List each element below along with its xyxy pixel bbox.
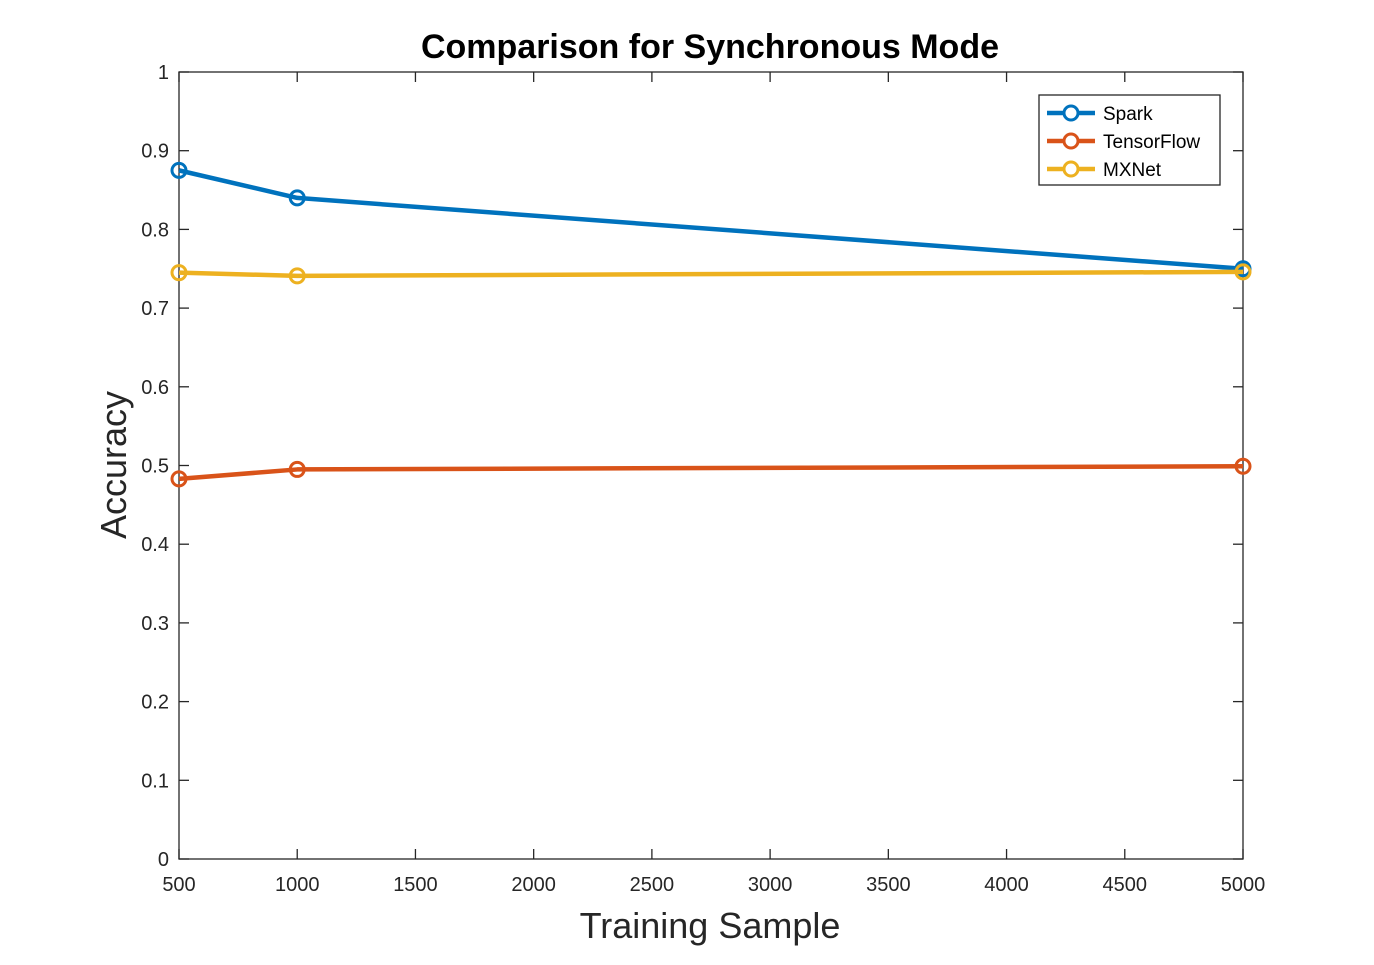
y-tick-label: 0.2 bbox=[141, 692, 169, 714]
y-tick-label: 0.6 bbox=[141, 377, 169, 399]
y-tick-label: 0.1 bbox=[141, 770, 169, 792]
data-point-tensorflow bbox=[1234, 457, 1252, 475]
chart-title: Comparison for Synchronous Mode bbox=[421, 28, 999, 66]
series-layer bbox=[170, 161, 1252, 488]
x-tick-label: 5000 bbox=[1221, 874, 1266, 896]
x-tick-label: 3000 bbox=[748, 874, 793, 896]
y-tick-label: 0.7 bbox=[141, 298, 169, 320]
legend: Spark TensorFlow MXNet bbox=[1038, 94, 1221, 186]
x-tick-label: 3500 bbox=[866, 874, 911, 896]
data-point-mxnet bbox=[288, 267, 306, 285]
y-tick-label: 1 bbox=[158, 62, 169, 84]
y-tick-label: 0.3 bbox=[141, 613, 169, 635]
x-tick-label: 2000 bbox=[511, 874, 556, 896]
legend-label: MXNet bbox=[1103, 160, 1162, 181]
data-point-mxnet bbox=[1234, 263, 1252, 281]
series-mxnet bbox=[170, 263, 1252, 285]
y-tick-label: 0.8 bbox=[141, 219, 169, 241]
series-line-spark bbox=[178, 168, 1244, 271]
x-tick-label: 4000 bbox=[984, 874, 1029, 896]
y-tick-label: 0.9 bbox=[141, 141, 169, 163]
legend-item: Spark bbox=[1047, 104, 1153, 125]
x-tick-label: 1000 bbox=[275, 874, 320, 896]
x-axis: 500 1000 1500 2000 2500 3000 3500 4000 4500 5000 bbox=[162, 72, 1265, 896]
x-tick-label: 4500 bbox=[1103, 874, 1148, 896]
legend-item: MXNet bbox=[1047, 160, 1162, 181]
data-point-spark bbox=[170, 161, 188, 179]
data-point-spark bbox=[288, 189, 306, 207]
y-axis-label: Accuracy bbox=[93, 391, 134, 539]
legend-swatch-marker bbox=[1062, 104, 1080, 122]
legend-swatch-marker bbox=[1062, 160, 1080, 178]
x-axis-label: Training Sample bbox=[580, 905, 841, 946]
legend-label: TensorFlow bbox=[1103, 132, 1200, 153]
data-point-tensorflow bbox=[170, 470, 188, 488]
series-line-tensorflow bbox=[178, 464, 1244, 482]
y-tick-label: 0.4 bbox=[141, 534, 169, 556]
data-point-mxnet bbox=[170, 264, 188, 282]
legend-item: TensorFlow bbox=[1047, 132, 1200, 153]
data-point-tensorflow bbox=[288, 460, 306, 478]
x-tick-label: 2500 bbox=[630, 874, 675, 896]
y-axis: 0 0.1 0.2 0.3 0.4 0.5 0.6 0.7 0.8 0.9 1 bbox=[141, 62, 1243, 871]
legend-swatch-marker bbox=[1062, 132, 1080, 150]
series-tensorflow bbox=[170, 457, 1252, 488]
x-tick-label: 500 bbox=[162, 874, 195, 896]
series-line-mxnet bbox=[178, 269, 1244, 279]
y-tick-label: 0 bbox=[158, 849, 169, 871]
x-tick-label: 1500 bbox=[393, 874, 438, 896]
y-tick-label: 0.5 bbox=[141, 456, 169, 478]
legend-label: Spark bbox=[1103, 104, 1153, 125]
